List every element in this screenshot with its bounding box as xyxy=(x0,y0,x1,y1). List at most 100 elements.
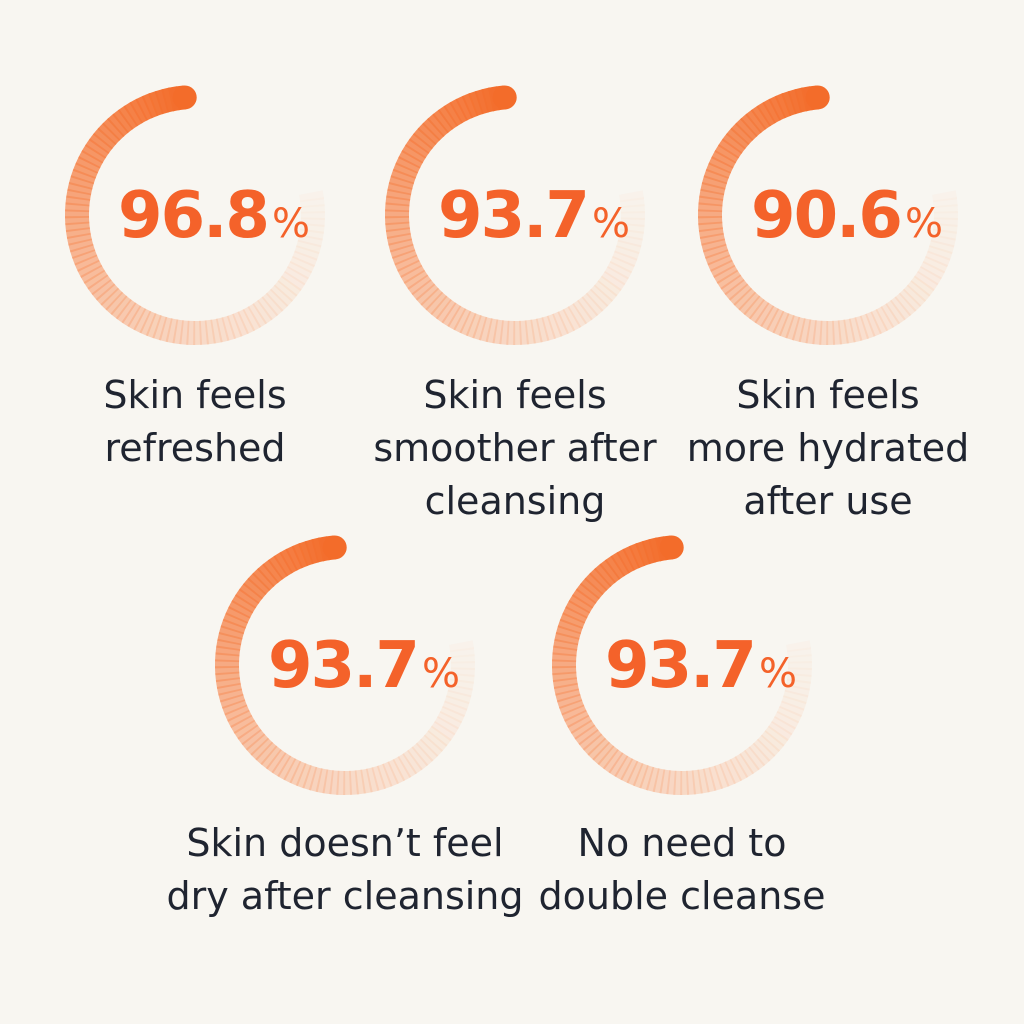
ring-segment xyxy=(713,763,730,789)
ring-segment xyxy=(242,306,262,332)
ring-segment xyxy=(265,288,289,312)
ring-segment xyxy=(427,725,452,747)
ring-segment xyxy=(492,319,504,345)
ring-segment xyxy=(910,275,935,297)
ring-segment xyxy=(848,317,863,343)
ring-segment xyxy=(448,678,474,691)
ring-segment xyxy=(920,260,946,280)
ring-cap xyxy=(659,535,684,560)
ring-segment xyxy=(449,647,475,658)
stat-value: 93.7% xyxy=(438,179,628,253)
stat-label: refreshed xyxy=(104,426,285,470)
ring-segment xyxy=(784,684,810,698)
ring-segment xyxy=(449,672,475,684)
ring-segment xyxy=(870,308,889,335)
stat-label: Skin feels xyxy=(423,373,606,417)
ring-segment xyxy=(179,320,190,345)
ring-segment xyxy=(204,319,216,345)
ring-segment xyxy=(902,284,927,307)
ring-segment xyxy=(889,296,912,321)
ring-segment xyxy=(764,725,789,747)
ring-segment xyxy=(854,315,870,341)
ring-segment xyxy=(419,734,444,757)
ring-segment xyxy=(702,767,717,793)
ring-segment xyxy=(292,250,318,268)
ring-segment xyxy=(691,769,703,795)
ring-segment xyxy=(402,749,423,775)
ring-segment xyxy=(776,705,802,724)
stat-value: 90.6% xyxy=(751,179,941,253)
ring-segment xyxy=(546,313,563,339)
ring-segment xyxy=(289,255,315,274)
ring-segment xyxy=(287,260,313,280)
ring-segment xyxy=(449,640,475,653)
value-number: 93.7 xyxy=(438,179,588,253)
ring-segment xyxy=(659,769,671,795)
ring-segment xyxy=(600,270,626,292)
stat-item: 90.6 % Skin feels more hydrated after use xyxy=(687,85,969,523)
ring-segment xyxy=(832,320,843,345)
ring-segment xyxy=(906,280,931,302)
ring-segment xyxy=(284,265,309,286)
ring-segment xyxy=(298,228,324,241)
ring-segment xyxy=(927,245,953,261)
ring-segment xyxy=(499,320,510,345)
ring-segment xyxy=(619,190,645,203)
ring-segment xyxy=(256,296,279,321)
ring-segment xyxy=(917,265,942,286)
ring-cap xyxy=(492,85,517,110)
ring-segment xyxy=(524,319,536,345)
ring-segment xyxy=(232,311,249,337)
ring-segment xyxy=(666,770,677,795)
ring-segment xyxy=(247,303,268,328)
ring-segment xyxy=(885,299,906,325)
ring-segment xyxy=(894,292,917,317)
ring-segment xyxy=(519,320,530,345)
ring-segment xyxy=(315,768,329,794)
ring-segment xyxy=(329,770,340,795)
ring-segment xyxy=(798,318,812,344)
ring-segment xyxy=(199,320,210,345)
progress-ring xyxy=(698,85,958,345)
ring-segment xyxy=(585,288,609,312)
ring-segment xyxy=(439,705,465,724)
ring-segment xyxy=(299,190,325,203)
ring-segment xyxy=(581,292,604,317)
ring-segment xyxy=(478,316,493,343)
stat-item: 93.7 % Skin feels smoother after cleansing xyxy=(373,85,657,523)
ring-segment xyxy=(158,316,173,343)
ring-segment xyxy=(779,700,805,718)
ring-segment xyxy=(226,313,243,339)
ring-segment xyxy=(786,647,812,658)
ring-segment xyxy=(614,245,640,261)
ring-segment xyxy=(932,222,958,234)
ring-segment xyxy=(783,689,809,705)
stat-label: Skin feels xyxy=(736,373,919,417)
ring-segment xyxy=(724,758,743,785)
ring-segment xyxy=(791,316,806,343)
progress-ring xyxy=(65,85,325,345)
ring-segment xyxy=(932,190,958,203)
value-unit: % xyxy=(592,201,628,247)
ring-segment xyxy=(360,768,373,794)
ring-segment xyxy=(406,746,429,771)
ring-segment xyxy=(221,315,237,341)
ring-segment xyxy=(805,319,817,345)
ring-segment xyxy=(607,260,633,280)
ring-segment xyxy=(767,720,793,742)
ring-segment xyxy=(299,222,325,234)
value-unit: % xyxy=(422,651,458,697)
ring-segment xyxy=(645,766,660,793)
ring-segment xyxy=(567,303,588,328)
ring-segment xyxy=(593,280,618,302)
ring-segment xyxy=(785,678,811,691)
stat-label: No need to xyxy=(578,821,787,865)
ring-cap xyxy=(172,85,197,110)
ring-segment xyxy=(365,767,380,793)
ring-segment xyxy=(652,768,666,794)
value-number: 93.7 xyxy=(605,629,755,703)
stat-value: 96.8% xyxy=(118,179,308,253)
ring-segment xyxy=(604,265,629,286)
ring-segment xyxy=(371,765,387,791)
ring-segment xyxy=(296,239,322,255)
